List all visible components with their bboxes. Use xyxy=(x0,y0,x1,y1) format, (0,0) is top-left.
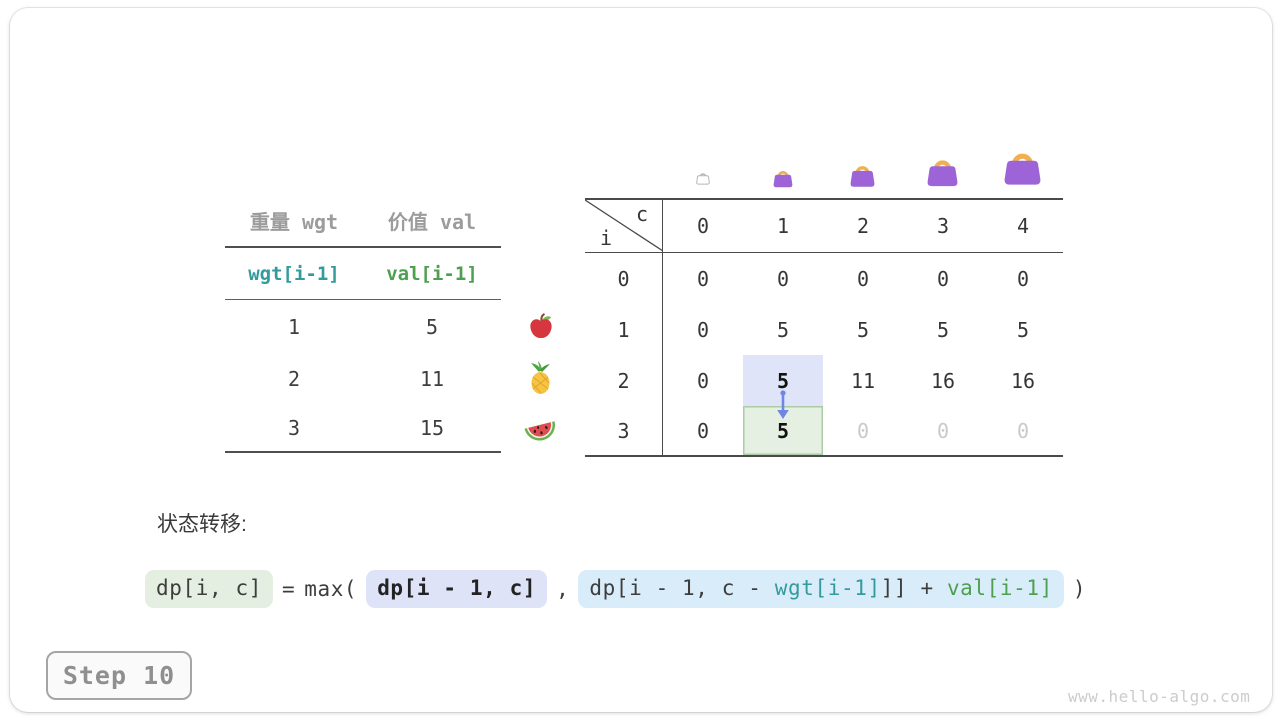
dp-row-header-3: 3 xyxy=(585,406,663,455)
dp-col-header-1: 1 xyxy=(776,214,790,238)
pineapple-icon xyxy=(525,360,557,400)
items-table-index-row: wgt[i-1] val[i-1] xyxy=(225,248,501,300)
step-badge-label: Step 10 xyxy=(62,661,176,690)
bag-icon-4 xyxy=(999,146,1046,192)
dp-col-header-4: 4 xyxy=(1016,214,1030,238)
step-badge: Step 10 xyxy=(46,651,192,700)
dp-cell-3-1-highlighted-target: 5 xyxy=(743,406,823,455)
val-index-label: val[i-1] xyxy=(386,262,478,285)
formula-arg2-prefix: dp[i - 1, c - xyxy=(589,576,775,601)
formula-arg2-chip: dp[i - 1, c - wgt[i-1]]] + val[i-1] xyxy=(578,570,1064,608)
formula-equals: = xyxy=(281,577,296,601)
item-1-weight: 1 xyxy=(287,314,301,339)
formula-comma: , xyxy=(556,577,570,601)
dp-col-header-3: 3 xyxy=(936,214,950,238)
dp-cell-3-3: 0 xyxy=(936,418,950,443)
dp-cell-1-1: 5 xyxy=(776,317,790,342)
formula-arg2-mid: ]] + xyxy=(880,576,947,601)
dp-col-header-2: 2 xyxy=(856,214,870,238)
dp-cell-0-2: 0 xyxy=(856,266,870,291)
bag-icon-1 xyxy=(771,167,795,193)
dp-corner-cell: c i xyxy=(585,200,663,252)
dp-cell-1-2: 5 xyxy=(856,317,870,342)
dp-row-header-0: 0 xyxy=(585,253,663,304)
transition-arrow-icon xyxy=(775,390,791,424)
dp-header-row: c i 0 1 2 3 4 xyxy=(585,200,1063,253)
dp-cell-2-2: 11 xyxy=(850,368,876,393)
item-row-1: 1 5 xyxy=(225,300,501,353)
bag-icon-2 xyxy=(847,161,878,193)
formula-arg1-chip: dp[i - 1, c] xyxy=(366,570,548,608)
dp-row-0: 0 0 0 0 0 0 xyxy=(585,253,1063,304)
item-3-weight: 3 xyxy=(287,415,301,440)
dp-row-header-2: 2 xyxy=(585,355,663,406)
transition-title: 状态转移: xyxy=(157,513,247,536)
value-column-header: 价值 val xyxy=(387,209,477,234)
dp-cell-3-2: 0 xyxy=(856,418,870,443)
dp-cell-0-1: 0 xyxy=(776,266,790,291)
site-watermark: www.hello-algo.com xyxy=(1068,687,1251,706)
dp-table: c i 0 1 2 3 4 0 0 0 0 0 0 1 0 5 xyxy=(585,198,1063,457)
dp-cell-0-0: 0 xyxy=(696,266,710,291)
item-3-value: 15 xyxy=(419,415,445,440)
item-1-value: 5 xyxy=(425,314,439,339)
dp-cell-0-3: 0 xyxy=(936,266,950,291)
item-2-value: 11 xyxy=(419,366,445,391)
dp-row-3: 3 0 5 0 0 0 xyxy=(585,406,1063,455)
item-axis-label: i xyxy=(600,226,613,250)
corner-diagonal-line xyxy=(585,200,663,251)
formula-lhs-chip: dp[i, c] xyxy=(145,570,273,608)
item-2-weight: 2 xyxy=(287,366,301,391)
items-table-header: 重量 wgt 价值 val xyxy=(225,194,501,248)
dp-row-header-1: 1 xyxy=(585,304,663,355)
dp-cell-0-4: 0 xyxy=(1016,266,1030,291)
capacity-axis-label: c xyxy=(635,202,648,226)
weight-column-header: 重量 wgt xyxy=(249,209,339,234)
wgt-index-label: wgt[i-1] xyxy=(248,262,340,285)
dp-cell-3-4: 0 xyxy=(1016,418,1030,443)
dp-col-header-0: 0 xyxy=(696,214,710,238)
dp-row-1: 1 0 5 5 5 5 xyxy=(585,304,1063,355)
dp-cell-1-4: 5 xyxy=(1016,317,1030,342)
formula-arg2-val: val[i-1] xyxy=(946,576,1053,601)
item-row-3: 3 15 xyxy=(225,404,501,453)
dp-cell-1-3: 5 xyxy=(936,317,950,342)
formula-arg2-wgt: wgt[i-1] xyxy=(774,576,881,601)
item-row-2: 2 11 xyxy=(225,353,501,404)
watermelon-icon xyxy=(522,413,558,449)
apple-icon xyxy=(527,312,555,344)
formula-close-paren: ) xyxy=(1072,577,1087,601)
bag-icon-3 xyxy=(923,154,962,193)
main-card: 重量 wgt 价值 val wgt[i-1] val[i-1] 1 5 2 11… xyxy=(10,8,1272,712)
dp-cell-2-0: 0 xyxy=(696,368,710,393)
dp-cell-1-0: 0 xyxy=(696,317,710,342)
dp-cell-2-4: 16 xyxy=(1010,368,1036,393)
dp-cell-3-0: 0 xyxy=(696,418,710,443)
dp-cell-2-3: 16 xyxy=(930,368,956,393)
dp-row-2: 2 0 5 11 16 16 xyxy=(585,355,1063,406)
bag-icon-empty xyxy=(695,170,711,189)
transition-formula: dp[i, c] = max( dp[i - 1, c] , dp[i - 1,… xyxy=(145,568,1086,610)
items-table: 重量 wgt 价值 val wgt[i-1] val[i-1] 1 5 2 11… xyxy=(225,194,501,453)
formula-max-open: max( xyxy=(304,577,358,601)
